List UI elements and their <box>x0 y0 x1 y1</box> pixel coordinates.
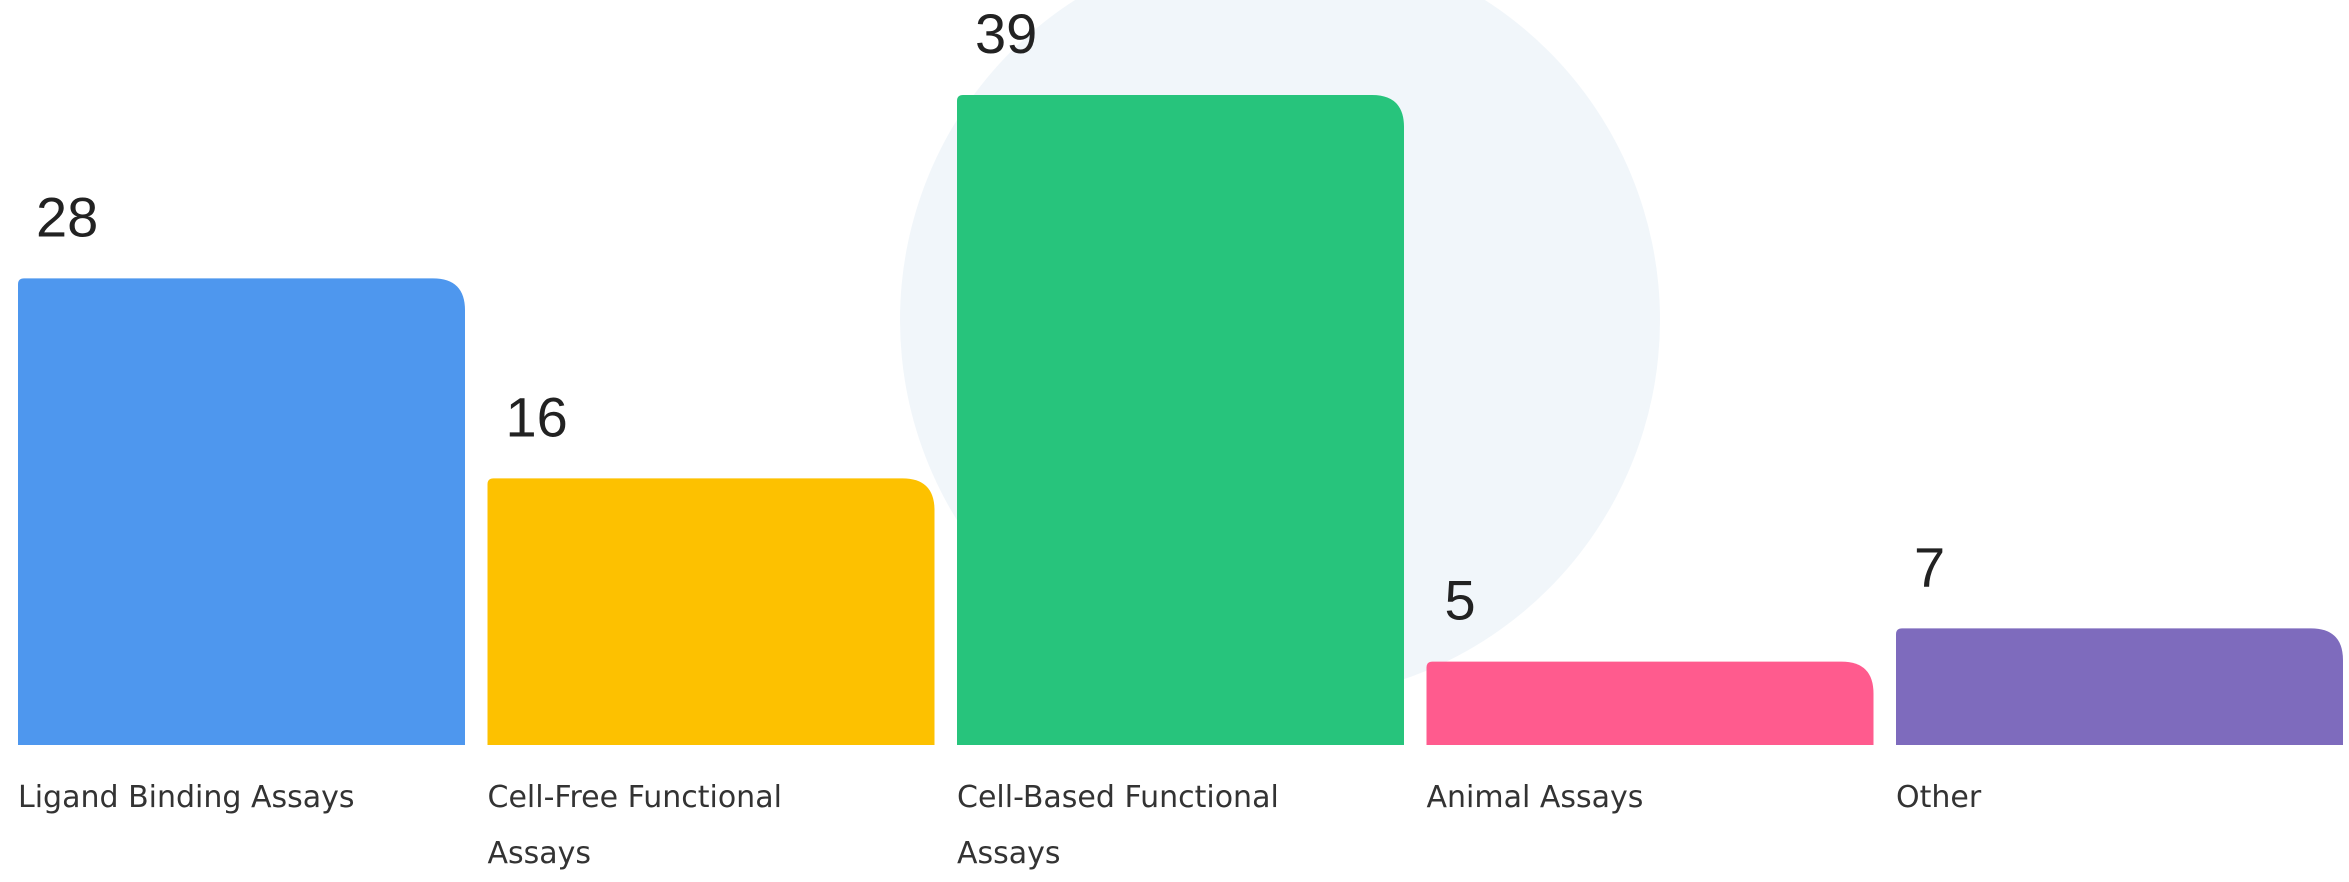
bar <box>487 478 935 745</box>
value-label: 39 <box>975 2 1037 65</box>
bar <box>957 95 1404 745</box>
value-label: 28 <box>36 185 98 248</box>
bar <box>1896 628 2343 745</box>
value-label: 7 <box>1914 535 1945 598</box>
category-label: Other <box>1896 780 1982 815</box>
bar <box>18 278 465 745</box>
value-label: 5 <box>1445 569 1476 632</box>
category-label: Cell-Free Functional Assays <box>487 780 782 871</box>
category-label: Ligand Binding Assays <box>18 780 355 815</box>
category-label: Animal Assays <box>1426 780 1644 815</box>
category-label: Cell-Based Functional Assays <box>957 780 1279 871</box>
bar <box>1426 661 1874 745</box>
value-label: 16 <box>506 385 568 448</box>
